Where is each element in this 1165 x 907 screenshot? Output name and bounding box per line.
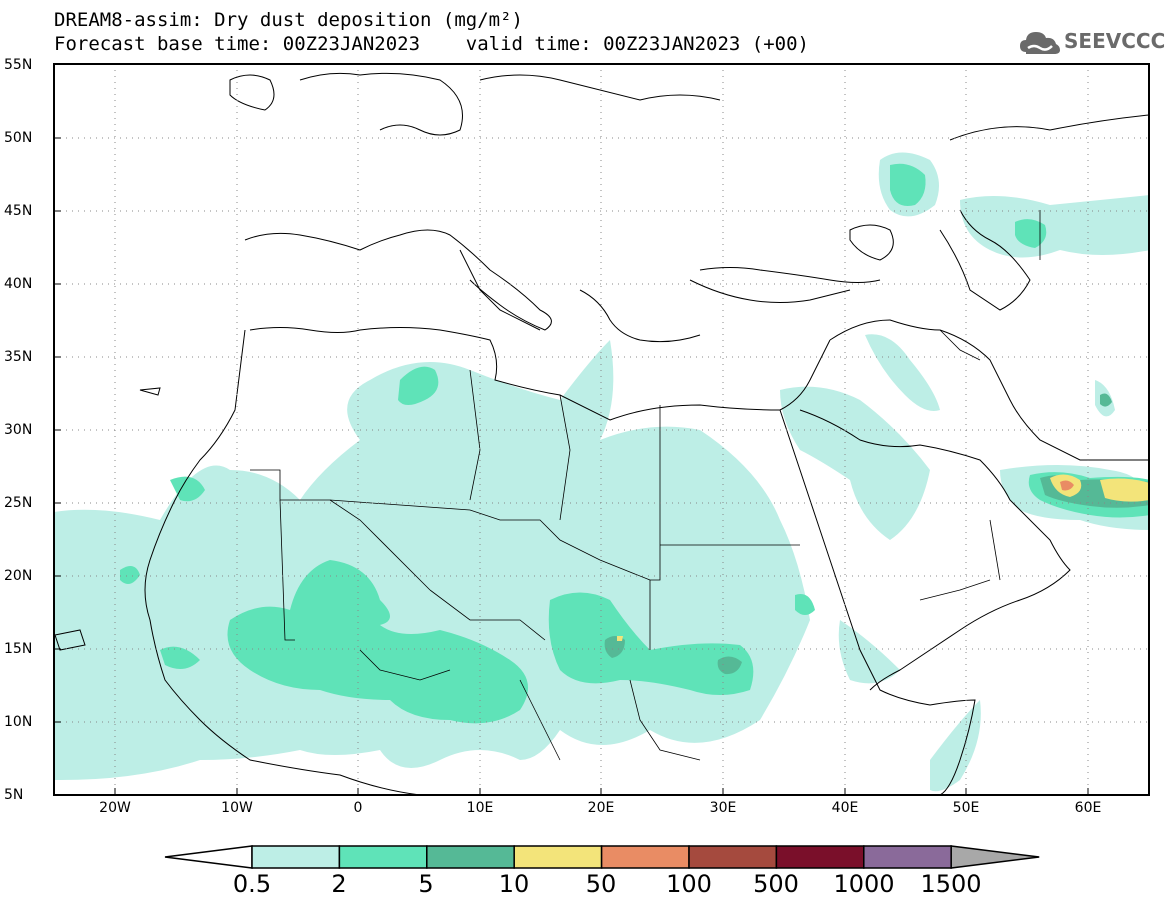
lat-label: 20N	[4, 568, 33, 584]
dust-level-5-areas	[1060, 480, 1074, 491]
lon-label: 10E	[466, 800, 494, 816]
lon-label: 60E	[1074, 800, 1102, 816]
lat-label: 30N	[4, 422, 33, 438]
colorbar-label: 1000	[833, 870, 895, 898]
lon-label: 10W	[221, 800, 253, 816]
colorbar-label: 50	[585, 870, 617, 898]
axis-ticks	[54, 137, 1089, 795]
coastlines	[54, 72, 1149, 795]
country-borders	[250, 210, 1041, 761]
lon-label: 0	[353, 800, 363, 816]
colorbar-label: 500	[753, 870, 799, 898]
lat-label: 25N	[4, 495, 33, 511]
lat-label: 10N	[4, 714, 33, 730]
grid-lines	[54, 64, 1149, 795]
lat-label: 15N	[4, 641, 33, 657]
lat-label: 55N	[4, 57, 33, 73]
colorbar-label: 5	[418, 870, 434, 898]
lat-label: 35N	[4, 349, 33, 365]
lon-label: 40E	[831, 800, 859, 816]
lat-label: 5N	[4, 787, 24, 803]
cloud-icon	[1020, 32, 1060, 54]
lon-label: 20E	[587, 800, 615, 816]
lat-label: 40N	[4, 276, 33, 292]
lat-label: 45N	[4, 203, 33, 219]
lat-label: 50N	[4, 130, 33, 146]
chart-subtitle: Forecast base time: 00Z23JAN2023 valid t…	[54, 33, 809, 55]
lon-label: 20W	[99, 800, 131, 816]
colorbar-label: 0.5	[232, 870, 272, 898]
lon-label: 50E	[952, 800, 980, 816]
colorbar-label: 2	[331, 870, 347, 898]
chart-title: DREAM8-assim: Dry dust deposition (mg/m²…	[54, 9, 523, 31]
lon-label: 30E	[709, 800, 737, 816]
dust-level-1-areas	[54, 152, 1149, 792]
colorbar-label: 10	[498, 870, 530, 898]
logo-text: SEEVCCC	[1064, 29, 1165, 53]
dust-level-2-areas	[120, 163, 1149, 724]
colorbar-label: 1500	[920, 870, 982, 898]
colorbar-label: 100	[666, 870, 712, 898]
